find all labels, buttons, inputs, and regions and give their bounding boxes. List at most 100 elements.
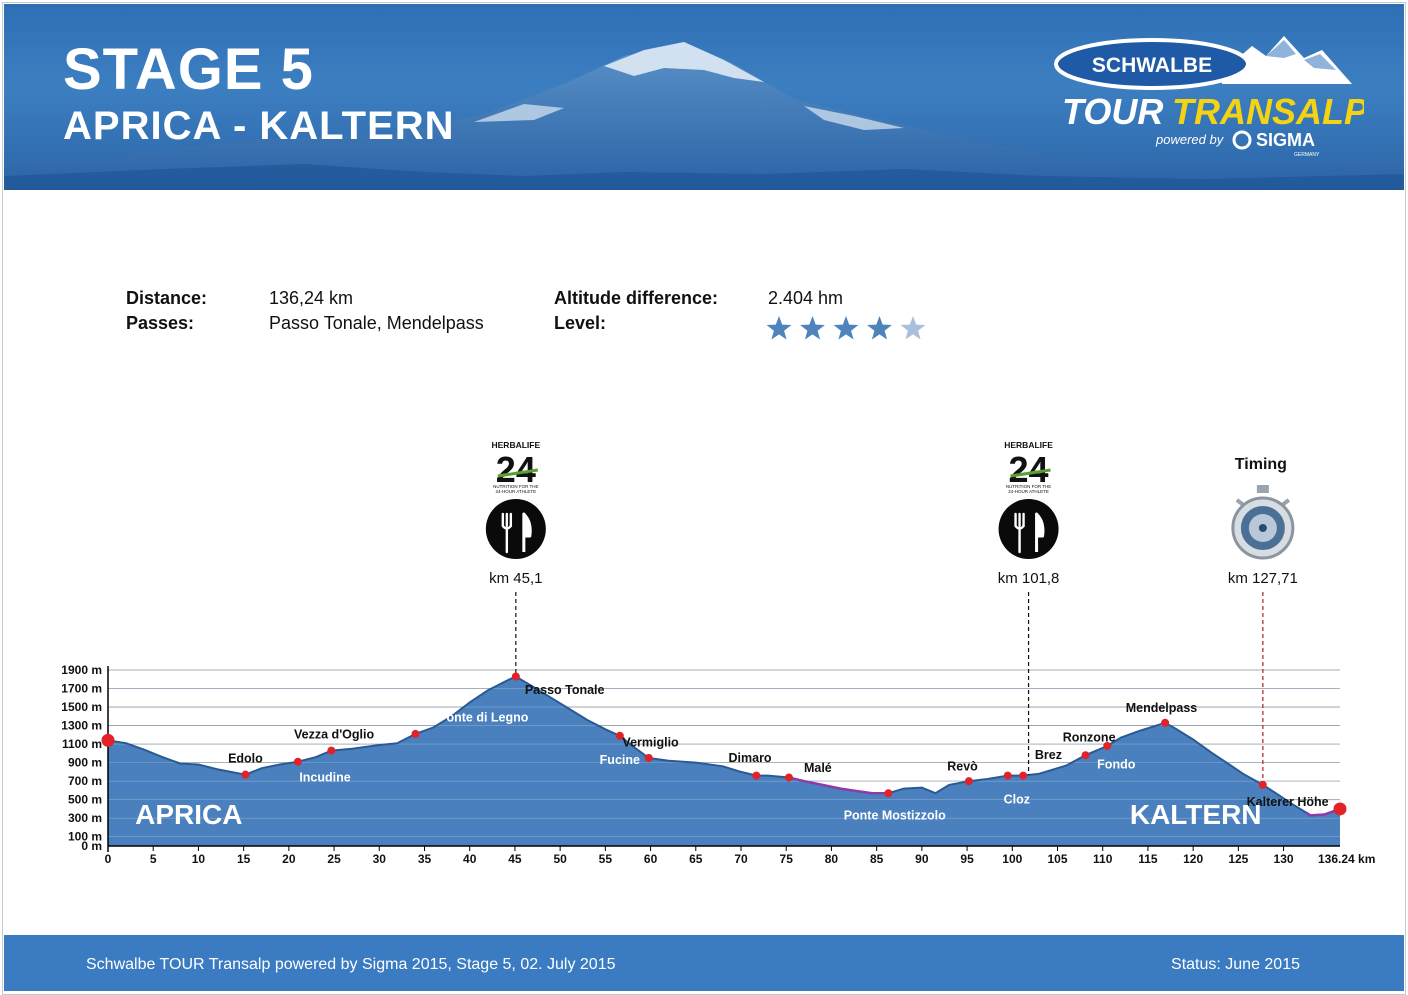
place-label: Vezza d'Oglio xyxy=(294,727,374,741)
end-town-label: KALTERN xyxy=(1130,799,1262,830)
waypoint-marker xyxy=(644,754,653,762)
sponsor-tagline: NUTRITION FOR THE xyxy=(1006,484,1051,489)
x-tick-label: 55 xyxy=(599,852,613,866)
descent-segment xyxy=(788,776,889,795)
logo-powered-by: powered by xyxy=(1155,132,1225,147)
place-label: Incudine xyxy=(299,770,350,784)
logo-sponsor: SIGMA xyxy=(1256,130,1315,150)
waypoint-marker xyxy=(964,777,973,786)
x-tick-label: 95 xyxy=(960,852,974,866)
place-label: Passo Tonale xyxy=(525,683,605,697)
x-tick-label: 80 xyxy=(825,852,839,866)
x-tick-label: 15 xyxy=(237,852,251,866)
y-tick-label: 900 m xyxy=(68,756,102,770)
x-tick-label: 70 xyxy=(734,852,748,866)
sponsor-number: 24 xyxy=(496,449,536,490)
x-tick-label: 90 xyxy=(915,852,929,866)
place-label: Revò xyxy=(947,759,978,773)
footer-credit: Schwalbe TOUR Transalp powered by Sigma … xyxy=(86,956,616,973)
sponsor-name: HERBALIFE xyxy=(492,440,541,450)
place-label: Brez xyxy=(1035,748,1062,762)
tour-transalp-logo: SCHWALBE TOUR TRANSALP powered by SIGMA … xyxy=(1054,36,1364,158)
x-tick-label: 115 xyxy=(1138,852,1158,866)
x-tick-label: 130 xyxy=(1274,852,1294,866)
sponsor-tagline: 24-HOUR ATHLETE xyxy=(1008,489,1049,494)
waypoint-marker xyxy=(1081,751,1090,760)
stopwatch-center xyxy=(1258,524,1267,532)
elevation-area xyxy=(108,676,1340,846)
timing-title: Timing xyxy=(1235,456,1287,473)
waypoint-marker xyxy=(327,746,336,755)
timing-station: Timing xyxy=(1231,456,1295,560)
footer-status: Status: June 2015 xyxy=(1171,956,1300,973)
waypoint-marker xyxy=(1258,780,1267,789)
waypoint-marker xyxy=(752,771,761,780)
y-tick-label: 300 m xyxy=(68,811,102,825)
x-tick-label: 50 xyxy=(553,852,567,866)
x-tick-label: 120 xyxy=(1183,852,1203,866)
y-tick-label: 1900 m xyxy=(61,663,102,677)
stage-title: STAGE 5 xyxy=(63,37,314,102)
y-tick-label: 1300 m xyxy=(61,719,102,733)
logo-word-transalp: TRANSALP xyxy=(1172,91,1364,132)
x-tick-label: 35 xyxy=(418,852,432,866)
knife-icon xyxy=(522,512,532,552)
x-tick-label: 10 xyxy=(192,852,206,866)
waypoint-marker xyxy=(1103,741,1112,750)
mountain-background xyxy=(4,42,1404,190)
place-label: Cloz xyxy=(1004,793,1030,807)
x-tick-label: 85 xyxy=(870,852,884,866)
place-label: Mendelpass xyxy=(1126,701,1198,715)
footer-bar: Schwalbe TOUR Transalp powered by Sigma … xyxy=(4,935,1404,991)
x-tick-label: 5 xyxy=(150,852,157,866)
sponsor-name: HERBALIFE xyxy=(1004,440,1053,450)
waypoint-marker xyxy=(1003,771,1012,780)
distance-label: Distance: xyxy=(126,288,208,308)
star-filled-icon xyxy=(867,316,892,340)
header-banner: STAGE 5 APRICA - KALTERN SCHWALBE TOUR T… xyxy=(4,4,1404,190)
place-label: Ponte di Legno xyxy=(438,710,529,724)
x-tick-label: 40 xyxy=(463,852,477,866)
fork-icon xyxy=(501,512,513,554)
x-tick-label: 25 xyxy=(327,852,341,866)
sponsor-tagline: 24-HOUR ATHLETE xyxy=(495,489,536,494)
place-label: Ponte Mostizzolo xyxy=(844,808,946,822)
fork-icon xyxy=(1014,512,1025,554)
waypoint-marker xyxy=(784,773,793,782)
y-tick-label: 0 m xyxy=(81,839,102,853)
place-label: Fucine xyxy=(600,753,640,767)
stopwatch-crown xyxy=(1256,485,1269,493)
waypoint-marker xyxy=(1019,771,1028,780)
x-tick-label: 105 xyxy=(1047,852,1067,866)
y-tick-label: 1700 m xyxy=(61,682,102,696)
sponsor-swoosh xyxy=(497,468,539,478)
place-label: Malé xyxy=(804,761,832,775)
sponsor-swoosh xyxy=(1010,468,1051,478)
food-station-icon xyxy=(998,499,1059,559)
y-tick-label: 100 m xyxy=(68,830,102,844)
waypoint-marker xyxy=(1333,802,1347,816)
station-km-label: km 127,71 xyxy=(1228,570,1298,587)
knife-icon xyxy=(1035,512,1045,552)
star-filled-icon xyxy=(800,316,825,340)
passes-value: Passo Tonale, Mendelpass xyxy=(269,313,484,333)
altitude-difference-label: Altitude difference: xyxy=(554,288,719,308)
x-tick-label: 60 xyxy=(644,852,658,866)
descent-segment xyxy=(1305,807,1341,817)
waypoint-marker xyxy=(101,733,115,747)
place-label: Fondo xyxy=(1097,757,1136,771)
y-tick-label: 700 m xyxy=(68,774,102,788)
level-label: Level: xyxy=(554,313,607,333)
station-km-label: km 45,1 xyxy=(489,570,542,587)
waypoint-marker xyxy=(615,731,624,740)
altitude-difference-value: 2.404 hm xyxy=(768,288,844,308)
place-label: Ronzone xyxy=(1063,731,1116,745)
waypoint-marker xyxy=(293,757,302,766)
distance-value: 136,24 km xyxy=(269,288,354,308)
station-km-label: km 101,8 xyxy=(998,570,1060,587)
star-filled-icon xyxy=(766,316,792,340)
x-tick-label: 65 xyxy=(689,852,703,866)
